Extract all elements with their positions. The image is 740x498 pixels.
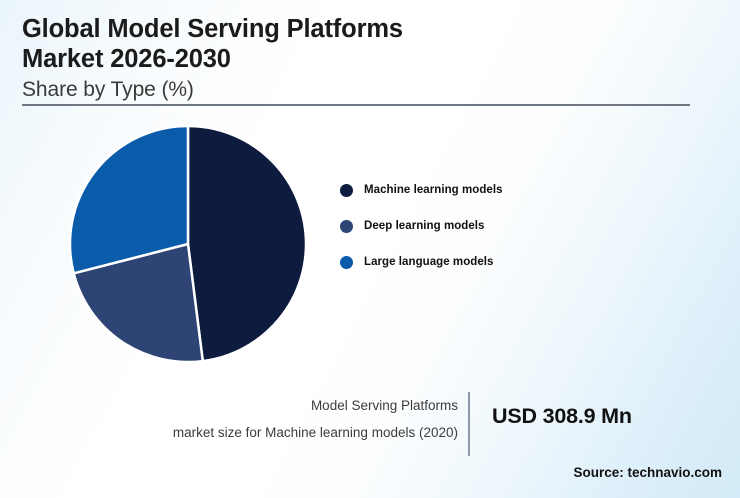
pie-slice[interactable]: Deep learning models: 23% bbox=[72, 242, 205, 364]
legend-item-label: Deep learning models bbox=[364, 220, 485, 232]
pie-slice[interactable]: Machine learning models: 48% bbox=[186, 124, 308, 363]
pie-chart-svg: Machine learning models: 48%Deep learnin… bbox=[68, 124, 308, 364]
legend-swatch-icon bbox=[340, 183, 353, 197]
chart-legend: Machine learning models Deep learning mo… bbox=[340, 172, 590, 280]
legend-swatch-icon bbox=[340, 219, 353, 233]
source-label: Source: technavio.com bbox=[573, 465, 722, 480]
legend-item-label: Large language models bbox=[364, 256, 494, 268]
stat-caption: Model Serving Platforms market size for … bbox=[58, 392, 458, 446]
stat-value: USD 308.9 Mn bbox=[492, 404, 632, 428]
legend-item-machine-learning-models[interactable]: Machine learning models bbox=[340, 172, 590, 208]
pie-slice[interactable]: Large language models: 29% bbox=[68, 124, 190, 275]
page-title: Global Model Serving Platforms Market 20… bbox=[22, 15, 403, 74]
legend-item-deep-learning-models[interactable]: Deep learning models bbox=[340, 208, 590, 244]
stat-callout: Model Serving Platforms market size for … bbox=[40, 392, 700, 456]
chart-subtitle: Share by Type (%) bbox=[22, 77, 194, 101]
stat-caption-line-1: Model Serving Platforms bbox=[310, 398, 458, 413]
stat-divider bbox=[468, 392, 470, 456]
pie-chart: Machine learning models: 48%Deep learnin… bbox=[68, 124, 308, 364]
chart-header: Global Model Serving Platforms Market 20… bbox=[22, 14, 692, 102]
legend-item-large-language-models[interactable]: Large language models bbox=[340, 244, 590, 280]
legend-item-label: Machine learning models bbox=[364, 184, 503, 196]
stat-caption-line-2: market size for Machine learning models … bbox=[172, 425, 458, 440]
header-divider bbox=[22, 104, 690, 106]
legend-swatch-icon bbox=[340, 255, 353, 269]
